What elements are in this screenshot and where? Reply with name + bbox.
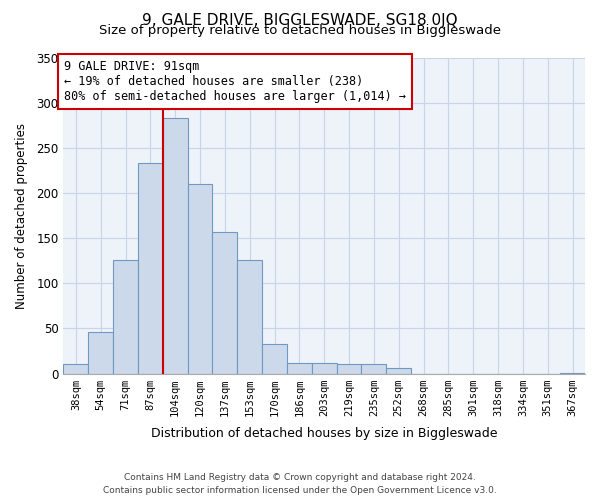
Bar [188, 184, 212, 374]
Bar [138, 163, 163, 374]
Bar [337, 364, 361, 374]
Bar [212, 232, 237, 374]
Text: 9 GALE DRIVE: 91sqm
← 19% of detached houses are smaller (238)
80% of semi-detac: 9 GALE DRIVE: 91sqm ← 19% of detached ho… [64, 60, 406, 103]
Bar [64, 364, 88, 374]
Text: 9, GALE DRIVE, BIGGLESWADE, SG18 0JQ: 9, GALE DRIVE, BIGGLESWADE, SG18 0JQ [142, 12, 458, 28]
Bar [262, 344, 287, 374]
Bar [312, 362, 337, 374]
Bar [361, 364, 386, 374]
Bar [113, 260, 138, 374]
Bar [560, 372, 585, 374]
Y-axis label: Number of detached properties: Number of detached properties [15, 122, 28, 308]
Text: Size of property relative to detached houses in Biggleswade: Size of property relative to detached ho… [99, 24, 501, 37]
Bar [163, 118, 188, 374]
Bar [237, 260, 262, 374]
Text: Contains HM Land Registry data © Crown copyright and database right 2024.
Contai: Contains HM Land Registry data © Crown c… [103, 473, 497, 495]
X-axis label: Distribution of detached houses by size in Biggleswade: Distribution of detached houses by size … [151, 427, 497, 440]
Bar [88, 332, 113, 374]
Bar [287, 362, 312, 374]
Bar [386, 368, 411, 374]
